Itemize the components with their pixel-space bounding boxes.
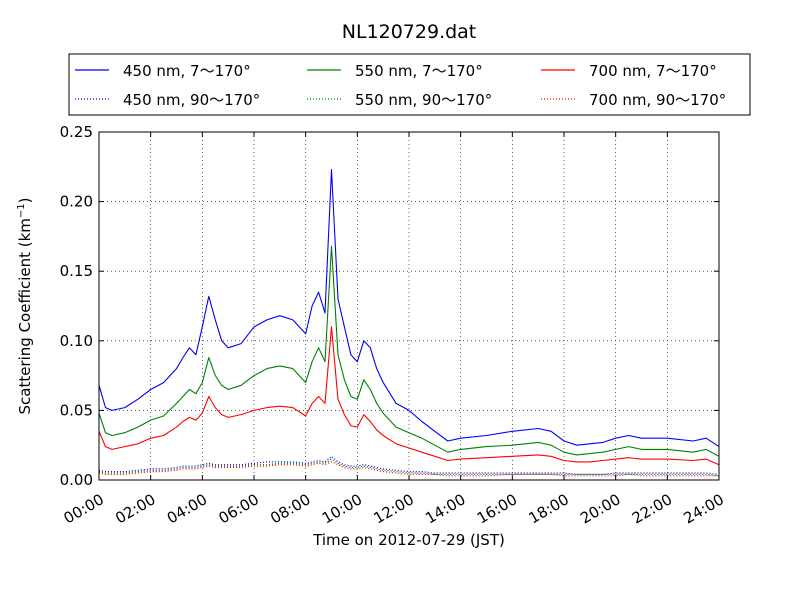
legend-label: 450 nm, 7～170° [123,62,251,80]
x-tick-label: 24:00 [681,490,727,527]
x-tick-label: 20:00 [577,490,623,527]
y-axis: 0.00 0.05 0.10 0.15 0.20 0.25 [60,123,719,489]
x-tick-label: 08:00 [267,490,313,527]
x-tick-label: 00:00 [61,490,107,527]
legend-label: 550 nm, 7～170° [355,62,483,80]
legend-label: 700 nm, 90～170° [589,91,726,109]
y-tick-label: 0.25 [60,123,93,141]
legend-label: 550 nm, 90～170° [355,91,492,109]
legend-box [68,53,751,116]
x-tick-label: 18:00 [526,490,572,527]
x-tick-label: 16:00 [474,490,520,527]
y-tick-label: 0.10 [60,332,93,350]
y-axis-label: Scattering Coefficient (km−1) [16,197,34,414]
series-line-450-dotted [98,455,720,475]
x-tick-label: 14:00 [422,490,468,527]
y-axis-label-close: ) [16,197,34,203]
x-axis-label: Time on 2012-07-29 (JST) [312,531,505,549]
series-line-700-dotted [98,461,719,477]
x-tick-label: 04:00 [164,490,210,527]
x-tick-label: 02:00 [112,490,158,527]
series-line-550-solid [98,245,720,457]
series-group [98,169,720,477]
y-tick-label: 0.05 [60,401,93,419]
plot-area [99,132,719,480]
grid [99,132,719,480]
x-tick-label: 06:00 [216,490,262,527]
y-tick-label: 0.15 [60,262,93,280]
series-line-700-solid [98,326,720,466]
y-axis-label-main: Scattering Coefficient (km [16,218,34,414]
x-tick-label: 22:00 [629,490,675,527]
y-tick-label: 0.00 [60,471,93,489]
series-line-550-dotted [98,458,720,477]
series-line-450-solid [98,169,720,448]
x-tick-label: 10:00 [319,490,365,527]
chart-title: NL120729.dat [342,21,477,43]
legend-label: 700 nm, 7～170° [589,62,717,80]
y-axis-label-superscript: −1 [16,203,27,218]
y-tick-label: 0.20 [60,193,93,211]
legend: 450 nm, 7～170° 550 nm, 7～170° 700 nm, 7～17… [68,53,751,116]
x-tick-label: 12:00 [371,490,417,527]
legend-label: 450 nm, 90～170° [123,91,260,109]
